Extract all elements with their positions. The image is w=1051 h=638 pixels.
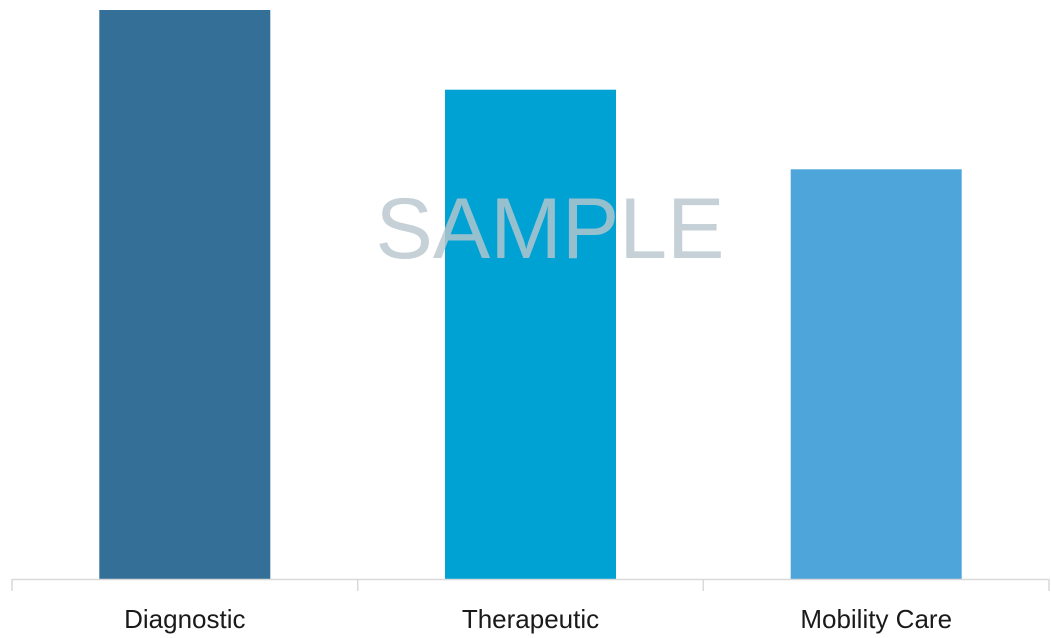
bar-therapeutic	[445, 89, 616, 579]
bar-series	[99, 10, 962, 580]
bar-mobility-care	[790, 169, 962, 580]
x-tick-label: Mobility Care	[800, 604, 952, 634]
x-axis-labels: Diagnostic Therapeutic Mobility Care	[124, 604, 952, 634]
sample-watermark: SAMPLE	[376, 181, 725, 277]
x-tick-label: Diagnostic	[124, 604, 245, 634]
x-axis	[11, 578, 1050, 591]
bar-diagnostic	[99, 10, 271, 579]
x-tick-label: Therapeutic	[462, 604, 599, 634]
